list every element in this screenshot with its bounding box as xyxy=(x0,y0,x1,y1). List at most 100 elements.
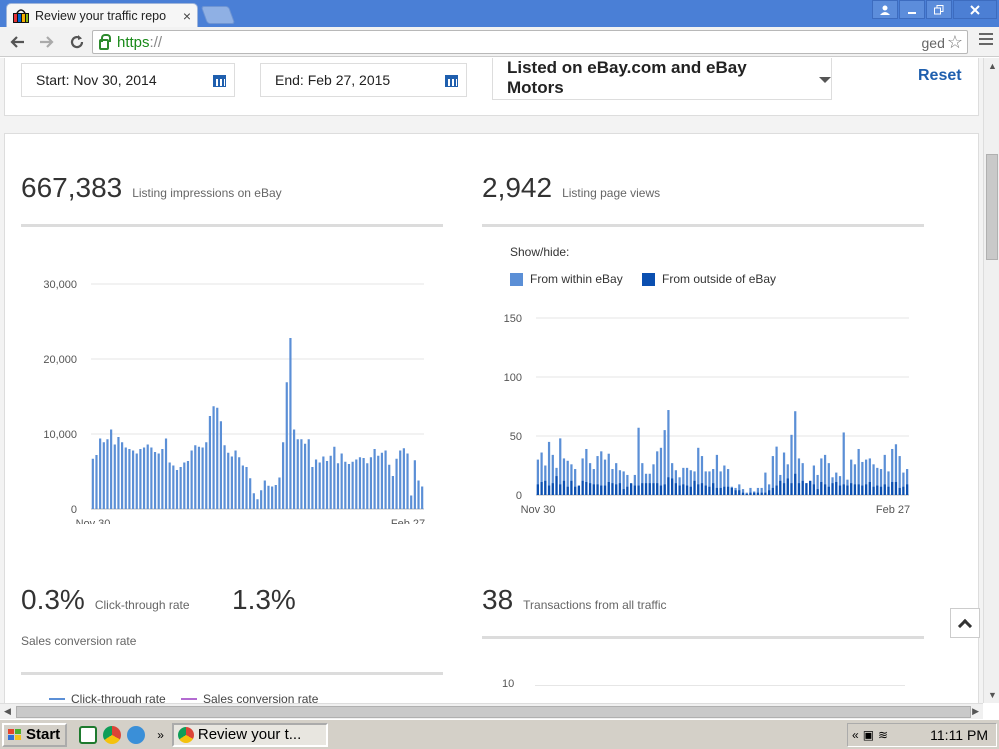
chart-bar xyxy=(868,458,871,495)
chart-bar xyxy=(227,452,230,509)
taskbar-chrome-window[interactable]: Review your t... xyxy=(171,722,328,747)
chart-bar xyxy=(380,452,384,509)
start-label: Start xyxy=(26,726,61,743)
vertical-scroll-thumb[interactable] xyxy=(986,154,998,260)
chart-bar xyxy=(570,480,573,495)
chart-bar xyxy=(715,454,719,495)
restore-icon[interactable] xyxy=(926,0,952,19)
end-date-text: End: Feb 27, 2015 xyxy=(275,72,391,88)
chart-bar xyxy=(611,469,614,495)
quick-launch-expand-icon[interactable]: » xyxy=(157,727,164,742)
chart-bar xyxy=(868,482,871,495)
chart-bar xyxy=(570,464,573,495)
legend-swatch xyxy=(510,272,523,286)
internet-explorer-icon[interactable] xyxy=(127,725,146,744)
divider xyxy=(482,224,924,227)
chart-bar xyxy=(117,437,120,509)
reset-link[interactable]: Reset xyxy=(918,67,962,84)
legend-line xyxy=(49,698,65,700)
chart-bar xyxy=(197,446,201,509)
x-tick-label: Feb 27 xyxy=(876,504,910,516)
chart-bar xyxy=(756,492,760,495)
chart-bar xyxy=(891,448,894,495)
scroll-down-arrow-icon[interactable]: ▼ xyxy=(988,690,997,700)
reload-icon[interactable] xyxy=(64,29,90,55)
chart-bar xyxy=(607,482,610,495)
legend-line xyxy=(181,698,197,700)
chart-bar xyxy=(263,480,266,509)
chart-bar xyxy=(771,456,774,495)
site-select-dropdown[interactable]: Listed on eBay.com and eBay Motors xyxy=(492,58,832,100)
chart-bar xyxy=(797,458,801,495)
chart-bar xyxy=(600,485,603,495)
chart-bar xyxy=(820,458,823,495)
chart-bar xyxy=(902,472,905,495)
chart-bar xyxy=(234,450,237,509)
close-window-icon[interactable] xyxy=(953,0,997,19)
chart-bar xyxy=(421,486,424,509)
chart-bar xyxy=(782,452,786,495)
chart-bar xyxy=(738,490,741,495)
horizontal-scrollbar[interactable]: ◀ ▶ xyxy=(0,703,983,719)
conversion-value: 1.3% xyxy=(232,584,296,615)
chart-bar xyxy=(894,444,898,495)
legend-outside-ebay[interactable]: From outside of eBay xyxy=(642,272,776,286)
chart-bar xyxy=(659,447,663,495)
horizontal-scroll-thumb[interactable] xyxy=(16,706,971,718)
start-date-picker[interactable]: Start: Nov 30, 2014 xyxy=(21,63,235,97)
scroll-up-arrow-icon[interactable]: ▲ xyxy=(988,61,997,71)
chart-bar xyxy=(333,446,336,509)
chrome-icon[interactable] xyxy=(103,725,122,744)
minimize-icon[interactable] xyxy=(899,0,925,19)
chart-bar xyxy=(797,483,801,495)
vertical-scrollbar[interactable]: ▲ ▼ xyxy=(983,58,999,703)
end-date-picker[interactable]: End: Feb 27, 2015 xyxy=(260,63,467,97)
chart-bar xyxy=(296,439,299,509)
filter-panel: Start: Nov 30, 2014 End: Feb 27, 2015 Li… xyxy=(4,58,979,116)
chart-bar xyxy=(142,447,146,509)
calendar-icon[interactable] xyxy=(213,75,226,87)
ctr-metric: 0.3% Click-through rate xyxy=(21,584,190,616)
chart-bar xyxy=(544,465,547,495)
wifi-icon[interactable]: ≋ xyxy=(878,728,889,742)
chart-bar xyxy=(592,469,595,495)
start-button[interactable]: Start xyxy=(2,722,68,747)
chart-bar xyxy=(566,486,569,495)
chart-bar xyxy=(850,483,853,495)
chart-bar xyxy=(110,429,113,509)
scroll-to-top-button[interactable] xyxy=(950,608,980,638)
ctr-value: 0.3% xyxy=(21,584,85,615)
clock[interactable]: 11:11 PM xyxy=(930,727,988,743)
chart-bar xyxy=(689,470,692,495)
chart-bar xyxy=(347,464,351,509)
traffic-card: 667,383 Listing impressions on eBay 30,0… xyxy=(4,133,979,703)
excel-icon[interactable] xyxy=(79,725,98,744)
site-select-value: Listed on eBay.com and eBay Motors xyxy=(507,58,747,97)
legend-ctr[interactable]: Click-through rate xyxy=(49,692,166,703)
impressions-metric: 667,383 Listing impressions on eBay xyxy=(21,172,282,204)
chart-bar xyxy=(879,469,883,495)
bookmark-star-icon[interactable]: ☆ xyxy=(946,32,963,52)
scroll-right-arrow-icon[interactable]: ▶ xyxy=(972,706,979,716)
back-icon[interactable] xyxy=(4,29,30,55)
profile-icon[interactable] xyxy=(872,0,898,19)
transactions-ytick: 10 xyxy=(502,678,515,690)
chart-bar xyxy=(175,470,179,509)
forward-icon[interactable] xyxy=(34,29,60,55)
address-bar[interactable]: https :// ged ☆ xyxy=(92,30,968,54)
legend-conversion[interactable]: Sales conversion rate xyxy=(181,692,318,703)
chart-bar xyxy=(325,461,329,509)
chart-bar xyxy=(135,453,138,509)
chrome-menu-icon[interactable] xyxy=(979,33,993,45)
tray-expand-icon[interactable]: « xyxy=(852,728,859,742)
calendar-icon[interactable] xyxy=(445,75,458,87)
browser-tab[interactable]: Review your traffic repo × xyxy=(6,3,198,27)
chart-bar xyxy=(704,471,707,495)
chart-bar xyxy=(577,485,581,495)
chart-bar xyxy=(179,467,182,509)
tab-close-icon[interactable]: × xyxy=(182,7,191,24)
new-tab-button[interactable] xyxy=(200,6,236,24)
network-icon[interactable]: ▣ xyxy=(862,728,875,742)
scroll-left-arrow-icon[interactable]: ◀ xyxy=(4,706,11,716)
legend-within-ebay[interactable]: From within eBay xyxy=(510,272,623,286)
